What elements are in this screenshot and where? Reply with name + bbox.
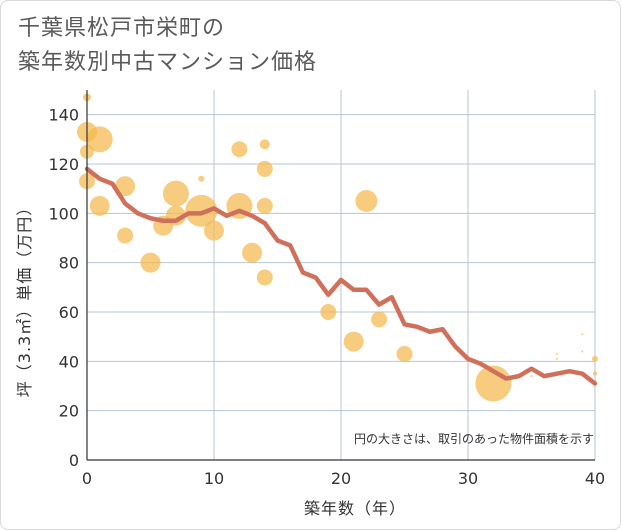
x-tick-label: 40 <box>585 469 605 488</box>
x-tick-label: 10 <box>204 469 224 488</box>
grid-lines <box>87 90 596 460</box>
title-line-2: 築年数別中古マンション価格 <box>18 50 318 75</box>
bubble-layer <box>77 93 598 402</box>
bubble-point <box>242 242 263 263</box>
bubble-point <box>185 194 218 227</box>
bubble-point <box>555 352 558 355</box>
bubble-point <box>140 252 161 273</box>
axes <box>86 90 595 461</box>
bubble-point <box>320 304 337 320</box>
bubble-point <box>89 195 110 216</box>
bubble-point <box>355 190 378 212</box>
y-axis-title: 坪（3.3㎡）単価（万円） <box>15 199 34 397</box>
bubble-point <box>115 176 136 197</box>
x-tick-label: 20 <box>331 469 351 488</box>
bubble-point <box>259 139 270 150</box>
y-tick-label: 140 <box>48 106 79 125</box>
bubble-point <box>198 175 205 182</box>
y-tick-label: 60 <box>59 303 79 322</box>
y-tick-label: 120 <box>48 155 79 174</box>
chart-title: 千葉県松戸市栄町の 築年数別中古マンション価格 <box>18 12 317 80</box>
bubble-point <box>592 355 598 362</box>
bubble-point <box>593 371 597 376</box>
title-line-1: 千葉県松戸市栄町の <box>18 16 226 41</box>
bubble-point <box>530 375 533 378</box>
bubble-point <box>396 345 413 362</box>
bubble-point <box>162 180 189 207</box>
bubble-point <box>231 141 248 158</box>
bubble-point <box>256 197 273 214</box>
bubble-point <box>343 331 364 352</box>
bubble-point <box>371 311 388 328</box>
bubble-point <box>204 220 224 241</box>
y-tick-label: 40 <box>59 352 79 371</box>
y-tick-label: 80 <box>59 254 79 273</box>
bubble-point <box>117 227 134 244</box>
x-tick-label: 0 <box>82 469 92 488</box>
tick-labels: 0 20 40 60 80 100 120 140 0 10 20 30 40 <box>48 106 605 488</box>
y-tick-label: 0 <box>69 451 79 470</box>
x-axis-title: 築年数（年） <box>304 499 406 518</box>
average-price-line <box>84 166 598 386</box>
bubble-point <box>256 269 273 286</box>
bubble-size-note: 円の大きさは、取引のあった物件面積を示す <box>354 431 594 446</box>
bubble-point <box>555 357 558 360</box>
bubble-point <box>581 333 584 336</box>
bubble-point <box>581 350 584 353</box>
bubble-point <box>256 160 273 177</box>
bubble-point <box>86 126 113 153</box>
x-tick-label: 30 <box>458 469 478 488</box>
y-tick-label: 100 <box>48 204 79 223</box>
y-tick-label: 20 <box>59 402 79 421</box>
trend-line-layer <box>84 166 598 386</box>
